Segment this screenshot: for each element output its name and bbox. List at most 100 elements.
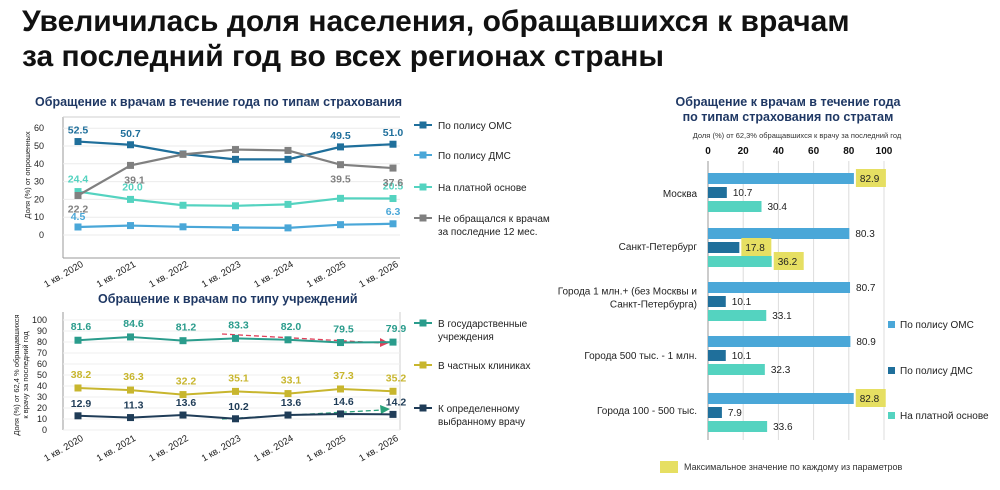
bar-value-label: 33.6 — [773, 422, 793, 433]
category-label: Санкт-Петербург — [619, 241, 698, 253]
y-tick-label: 90 — [37, 326, 47, 336]
data-label: 4.5 — [71, 211, 86, 223]
legend-swatch — [419, 361, 427, 369]
data-point — [337, 143, 344, 151]
data-point — [337, 161, 344, 169]
data-label: 52.5 — [68, 125, 89, 137]
x-tick-label: 40 — [773, 146, 785, 157]
y-tick-label: 100 — [32, 315, 47, 325]
bar — [708, 296, 726, 307]
legend-label: По полису ДМС — [438, 151, 511, 162]
legend-label: Не обращался к врачам — [438, 213, 550, 225]
legend-label: за последние 12 мес. — [438, 227, 537, 238]
bar — [708, 364, 765, 375]
category-label: Санкт-Петербурга) — [610, 299, 697, 311]
data-point — [127, 333, 134, 341]
chart-title: Обращение к врачам в течение года по тип… — [35, 95, 402, 109]
data-point — [284, 390, 292, 398]
data-point — [284, 411, 292, 419]
legend-label: На платной основе — [900, 411, 989, 422]
bar — [708, 256, 772, 267]
data-label: 13.6 — [176, 397, 197, 409]
data-label: 49.5 — [330, 130, 351, 142]
data-label: 36.3 — [123, 371, 144, 383]
chart-subtitle: Доля (%) от 62,3% обращавшихся к врачу з… — [693, 131, 902, 140]
data-label: 39.1 — [124, 174, 145, 186]
bar — [708, 393, 854, 404]
y-axis-title: Доля (%) от 62,4 % обращавшихся — [12, 314, 21, 435]
data-label: 81.2 — [176, 322, 197, 334]
data-point — [232, 146, 239, 154]
bar-value-label: 10.7 — [733, 188, 753, 199]
data-label: 35.1 — [228, 372, 249, 384]
data-label: 10.2 — [228, 401, 249, 413]
bar — [708, 173, 854, 184]
legend-label: По полису ОМС — [438, 121, 512, 132]
y-tick-label: 60 — [37, 359, 47, 369]
legend-label: На платной основе — [438, 183, 527, 194]
bar — [708, 310, 767, 321]
bar — [708, 242, 740, 253]
bar — [708, 407, 722, 418]
data-point — [284, 336, 292, 344]
legend-label: В частных клиниках — [438, 361, 530, 372]
data-point — [337, 410, 344, 418]
legend-label: По полису ДМС — [900, 366, 973, 377]
data-point — [337, 339, 344, 347]
legend-label: учреждения — [438, 332, 494, 343]
data-point — [179, 391, 187, 399]
bar-value-label: 80.7 — [856, 283, 876, 294]
category-label: Города 1 млн.+ (без Москвы и — [558, 286, 697, 298]
data-point — [389, 338, 397, 346]
data-label: 81.6 — [71, 321, 92, 333]
y-tick-label: 70 — [37, 348, 47, 358]
bar-value-label: 82.8 — [860, 394, 880, 405]
legend-swatch — [419, 151, 427, 159]
y-tick-label: 20 — [34, 194, 44, 204]
data-label: 13.6 — [281, 397, 302, 409]
data-point — [232, 155, 239, 163]
bar-value-label: 17.8 — [745, 243, 765, 254]
bar-value-label: 32.3 — [771, 365, 791, 376]
data-point — [389, 387, 397, 395]
y-tick-label: 40 — [37, 381, 47, 391]
data-label: 79.9 — [386, 323, 407, 335]
legend-label: выбранному врачу — [438, 416, 525, 428]
chart-title: по типам страхования по стратам — [683, 110, 894, 124]
data-point — [74, 188, 82, 196]
data-label: 32.2 — [176, 376, 197, 388]
data-point — [284, 200, 292, 208]
chart-title: Обращение к врачам в течение года — [676, 95, 902, 109]
category-label: Москва — [663, 189, 698, 200]
data-point — [179, 223, 187, 231]
data-label: 20.0 — [122, 181, 143, 193]
data-point — [127, 161, 134, 169]
y-tick-label: 30 — [37, 392, 47, 402]
bar — [708, 228, 850, 239]
data-point — [389, 164, 397, 172]
y-tick-label: 0 — [39, 230, 44, 240]
legend-swatch — [888, 367, 895, 374]
bar — [708, 350, 726, 361]
legend-swatch — [419, 183, 427, 191]
y-tick-label: 50 — [34, 141, 44, 151]
data-point — [389, 410, 397, 418]
y-tick-label: 10 — [34, 212, 44, 222]
bar-value-label: 36.2 — [778, 257, 798, 268]
data-point — [74, 384, 82, 392]
legend-swatch — [419, 214, 427, 222]
highlight-box — [773, 252, 804, 270]
data-label: 35.2 — [386, 372, 407, 384]
data-point — [232, 202, 239, 210]
bar-value-label: 10.1 — [732, 351, 752, 362]
data-label: 33.1 — [281, 375, 302, 387]
data-label: 51.0 — [383, 127, 404, 139]
data-point — [337, 194, 344, 202]
data-label: 82.0 — [281, 321, 302, 333]
bar — [708, 336, 851, 347]
data-point — [179, 337, 187, 345]
y-tick-label: 20 — [37, 403, 47, 413]
data-point — [232, 387, 239, 395]
